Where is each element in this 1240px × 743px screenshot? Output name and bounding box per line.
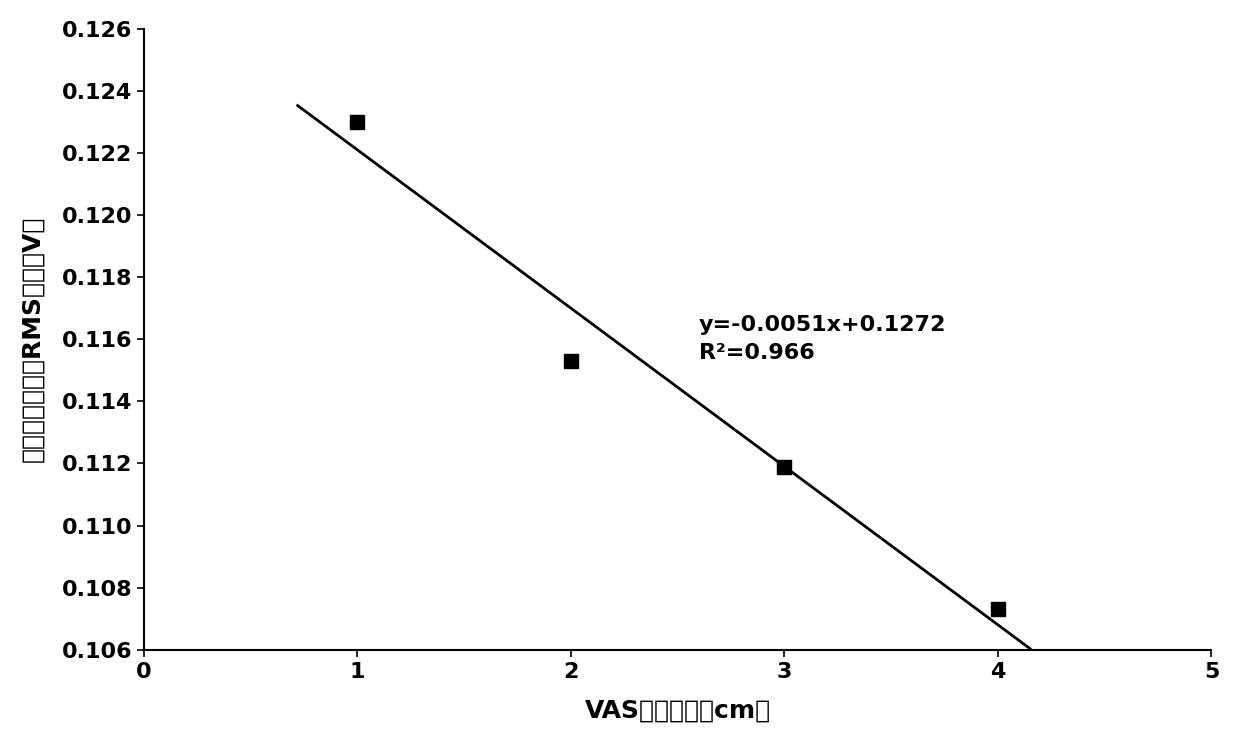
- Text: y=-0.0051x+0.1272
R²=0.966: y=-0.0051x+0.1272 R²=0.966: [699, 315, 946, 363]
- Point: [988, 603, 1008, 615]
- Y-axis label: 左侧多裂肌肌电RMS峰値（V）: 左侧多裂肌肌电RMS峰値（V）: [21, 216, 45, 462]
- Point: [560, 355, 580, 367]
- X-axis label: VAS疼痛水平（cm）: VAS疼痛水平（cm）: [584, 698, 771, 722]
- Point: [347, 116, 367, 128]
- Point: [775, 461, 795, 473]
